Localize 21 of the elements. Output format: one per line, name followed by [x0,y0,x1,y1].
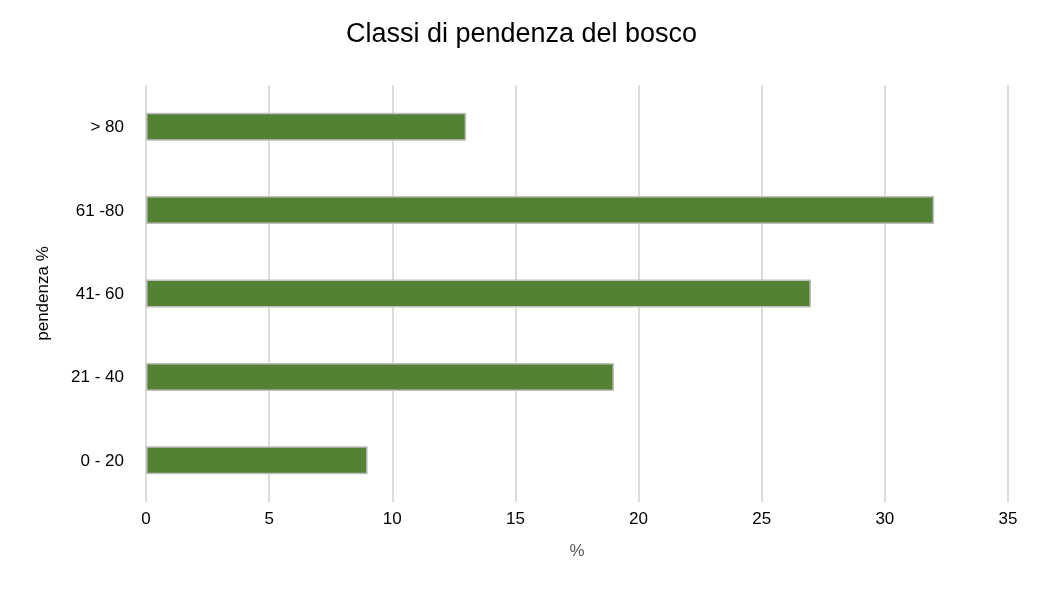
chart-title: Classi di pendenza del bosco [345,17,698,48]
y-axis-title: pendenza % [33,246,52,341]
y-tick-label: > 80 [90,117,124,137]
x-tick-label: 0 [141,509,151,528]
y-tick-label: 41- 60 [75,284,124,303]
x-tick-label: 20 [629,509,649,528]
bar [146,112,467,141]
x-tick-label: 15 [505,509,525,528]
y-tick-label: 0 - 20 [80,450,124,470]
x-tick-label: 10 [382,509,402,528]
bar [146,362,614,391]
y-tick-label: 21 - 40 [71,367,124,387]
y-tick-label: 61 -80 [75,200,124,220]
x-axis-title: % [569,541,585,560]
x-tick-label: 25 [752,509,772,528]
x-tick-label: 35 [998,509,1018,528]
bar [146,196,935,225]
bar [146,279,811,308]
x-tick-label: 30 [875,509,895,528]
bar [146,446,368,475]
x-tick-label: 5 [264,509,274,528]
